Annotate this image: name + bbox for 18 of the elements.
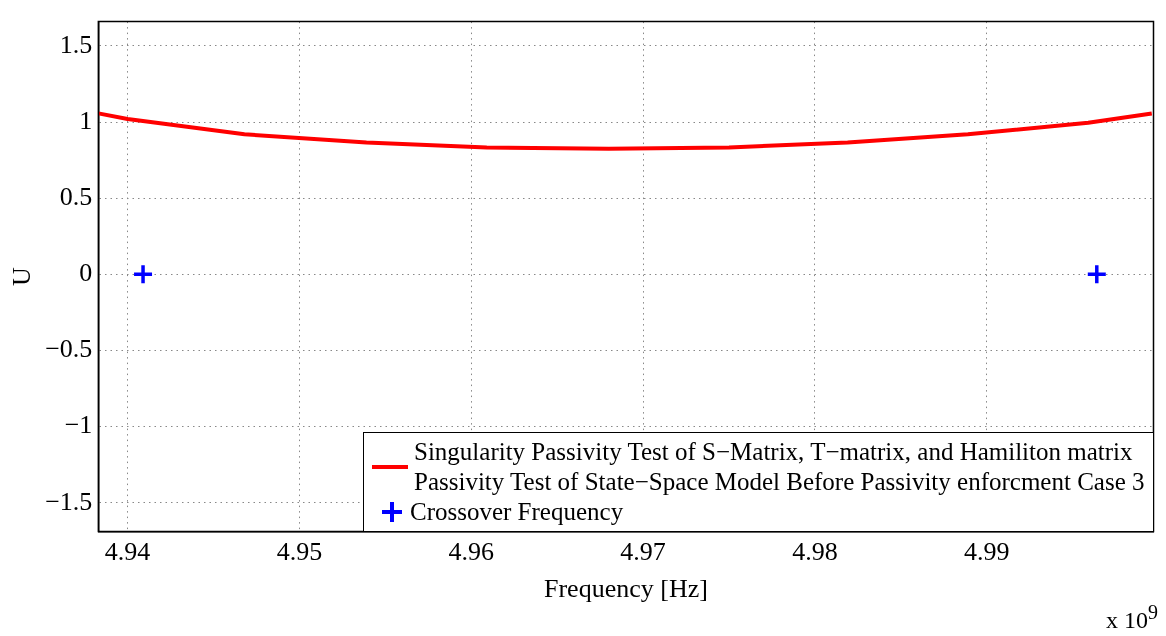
y-axis-title: U	[7, 266, 37, 286]
x-tick-label: 4.95	[276, 537, 323, 567]
x-tick-label: 4.97	[620, 537, 666, 567]
y-tick-label: −1	[64, 410, 93, 440]
x-tick-label: 4.99	[964, 537, 1010, 567]
x-tick-label: 4.98	[792, 537, 838, 567]
x-axis-title: Frequency [Hz]	[543, 574, 708, 604]
y-tick-label: −0.5	[45, 334, 93, 364]
legend-label: Singularity Passivity Test of S−Matrix, T−matrix, and Hamiliton matrix Passivity Test of State−Space Model Before Passivity enforcment Case 3	[413, 436, 1145, 497]
legend-label: Crossover Frequency	[409, 496, 624, 527]
y-tick-label: 0	[79, 258, 93, 288]
y-tick-label: 1.5	[59, 29, 93, 59]
y-tick-label: 1	[79, 105, 93, 135]
text: x 10$^{9}$	[1106, 601, 1158, 634]
y-tick-label: 0.5	[59, 182, 93, 212]
y-tick-label: −1.5	[45, 486, 93, 516]
x-tick-label: 4.94	[104, 537, 151, 567]
x-tick-label: 4.96	[448, 537, 495, 567]
